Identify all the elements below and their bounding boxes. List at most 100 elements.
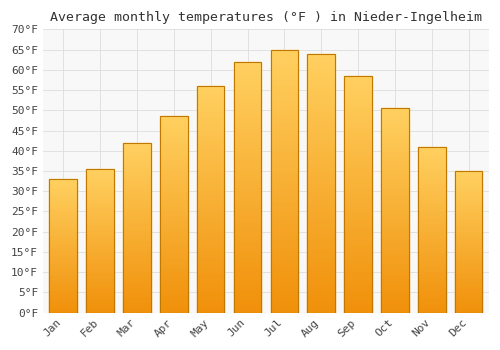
Bar [160,154,188,156]
Bar [270,239,298,241]
Bar [50,210,77,211]
Bar [123,173,151,175]
Bar [381,309,408,310]
Bar [455,225,482,226]
Bar [50,247,77,248]
Bar [308,284,335,287]
Bar [308,281,335,284]
Bar [270,241,298,244]
Bar [50,310,77,311]
Bar [455,180,482,181]
Bar [381,300,408,302]
Bar [418,276,446,278]
Bar [455,256,482,257]
Bar [160,130,188,132]
Bar [455,280,482,281]
Bar [160,150,188,152]
Bar [86,219,114,221]
Bar [234,69,262,72]
Bar [418,187,446,188]
Bar [234,152,262,155]
Bar [123,160,151,161]
Bar [86,270,114,271]
Bar [86,179,114,181]
Bar [160,248,188,250]
Bar [197,161,224,163]
Bar [234,305,262,308]
Bar [160,207,188,209]
Bar [197,254,224,256]
Bar [308,105,335,108]
Bar [270,210,298,213]
Bar [308,209,335,212]
Bar [308,196,335,199]
Bar [270,97,298,100]
Bar [86,259,114,261]
Bar [308,173,335,175]
Bar [270,189,298,192]
Bar [308,238,335,240]
Bar [50,193,77,194]
Bar [234,127,262,130]
Bar [197,86,224,88]
Bar [270,55,298,57]
Bar [123,302,151,304]
Bar [160,234,188,236]
Bar [197,166,224,168]
Bar [197,215,224,217]
Bar [344,253,372,256]
Bar [197,186,224,188]
Bar [197,159,224,161]
Bar [160,175,188,177]
Bar [381,245,408,247]
Bar [86,190,114,192]
Bar [381,274,408,276]
Bar [50,289,77,290]
Bar [234,290,262,293]
Bar [418,200,446,202]
Bar [160,124,188,126]
Bar [160,267,188,270]
Bar [381,272,408,274]
Bar [50,274,77,275]
Bar [50,246,77,247]
Bar [197,143,224,145]
Bar [197,163,224,166]
Bar [123,151,151,153]
Bar [160,169,188,172]
Bar [86,212,114,214]
Bar [455,308,482,310]
Bar [123,170,151,172]
Bar [270,250,298,252]
Bar [270,144,298,147]
Bar [270,268,298,271]
Bar [160,197,188,199]
Bar [50,224,77,226]
Bar [270,63,298,65]
Bar [418,191,446,193]
Bar [455,236,482,238]
Bar [308,251,335,253]
Bar [455,239,482,240]
Bar [86,255,114,257]
Bar [123,304,151,306]
Bar [418,172,446,173]
Bar [197,245,224,247]
Bar [234,185,262,187]
Bar [270,131,298,134]
Bar [86,261,114,262]
Bar [50,189,77,190]
Bar [50,285,77,286]
Bar [234,250,262,252]
Bar [308,100,335,103]
Bar [270,215,298,218]
Bar [270,74,298,76]
Bar [270,271,298,273]
Bar [270,307,298,310]
Bar [455,223,482,225]
Bar [160,266,188,267]
Bar [234,182,262,185]
Bar [455,311,482,313]
Bar [50,270,77,271]
Bar [234,285,262,288]
